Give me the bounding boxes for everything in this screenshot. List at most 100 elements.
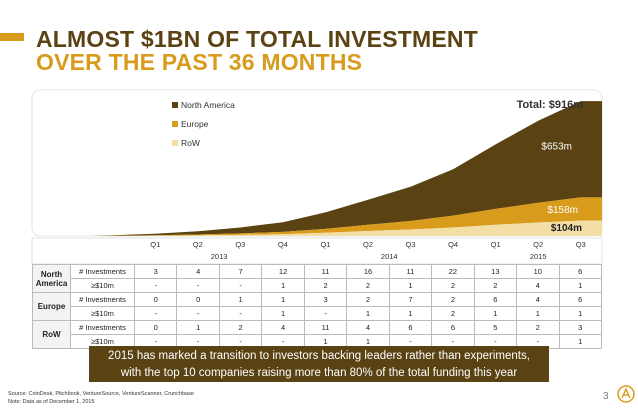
table-cell: 1 (473, 306, 518, 321)
page-number: 3 (603, 391, 609, 402)
region-label: North America (32, 264, 71, 293)
x-tick-label: Q3 (235, 240, 245, 249)
table-cell: - (176, 306, 220, 321)
europe-area (92, 197, 602, 236)
note-line: Note: Data as of December 1, 2015 (8, 399, 95, 405)
x-tick-label: Q1 (150, 240, 160, 249)
legend-label-europe: Europe (181, 119, 209, 129)
x-tick-label: Q1 (320, 240, 330, 249)
table-cell: - (218, 278, 263, 293)
x-tick-label: Q2 (533, 240, 543, 249)
banner-line-1: 2015 has marked a transition to investor… (108, 350, 530, 362)
table-row: RoW # Investments 0 1 2 4 11 4 6 6 5 2 3 (32, 320, 603, 349)
table-cell: 1 (558, 306, 603, 321)
metric-label: # Investments (70, 292, 135, 307)
table-cell: 0 (133, 320, 178, 335)
metric-label: ≥$10m (70, 278, 135, 293)
table-cell: 6 (558, 264, 603, 279)
x-tick-label: Q3 (576, 240, 586, 249)
table-cell: 4 (346, 320, 390, 335)
north-america-value-label: $653m (541, 141, 572, 152)
region-label: Europe (32, 292, 71, 321)
table-cell: 0 (176, 292, 220, 307)
table-cell: 6 (431, 320, 475, 335)
table-cell: 4 (516, 292, 560, 307)
legend-swatch-europe (172, 121, 178, 127)
table-cell: 7 (218, 264, 263, 279)
table-cell: 2 (431, 278, 475, 293)
year-group-label: 2013 (211, 252, 228, 261)
legend-swatch-north-america (172, 102, 178, 108)
table-cell: - (218, 306, 263, 321)
table-cell: 13 (473, 264, 518, 279)
table-cell: 11 (388, 264, 433, 279)
investment-table: North America # Investments 3 4 7 12 11 16 11 22 1… (32, 264, 603, 349)
table-cell: 1 (558, 334, 603, 349)
table-cell: 1 (346, 306, 390, 321)
banner-line-2: with the top 10 companies raising more t… (120, 367, 518, 379)
metric-label: # Investments (70, 320, 135, 335)
table-cell: 2 (431, 306, 475, 321)
table-cell: - (133, 278, 178, 293)
table-cell: 4 (261, 320, 305, 335)
year-group-label: 2015 (530, 252, 547, 261)
table-cell: 7 (388, 292, 433, 307)
table-cell: 2 (346, 292, 390, 307)
north-america-area (92, 101, 602, 236)
table-cell: 1 (388, 306, 433, 321)
metric-label: # Investments (70, 264, 135, 279)
table-cell: 1 (388, 278, 433, 293)
legend-label-row: RoW (181, 138, 200, 148)
page-title-line-1: ALMOST $1BN OF TOTAL INVESTMENT (36, 26, 478, 52)
table-cell: 1 (261, 278, 305, 293)
table-cell: 2 (218, 320, 263, 335)
table-row: North America # Investments 3 4 7 12 11 16 11 22 1… (32, 264, 603, 293)
x-tick-label: Q4 (448, 240, 458, 249)
table-cell: 3 (133, 264, 178, 279)
table-cell: 11 (303, 264, 348, 279)
table-cell: 4 (176, 264, 220, 279)
table-cell: 0 (133, 292, 178, 307)
metric-label: ≥$10m (70, 306, 135, 321)
table-cell: - (303, 306, 348, 321)
table-cell: 22 (431, 264, 475, 279)
table-cell: 10 (516, 264, 560, 279)
table-cell: 1 (176, 320, 220, 335)
table-row: ≥$10m - - -1-1 1 2 1 1 1 (33, 306, 603, 321)
legend-swatch-row (172, 140, 178, 146)
x-tick-label: Q4 (278, 240, 288, 249)
table-cell: 1 (261, 306, 305, 321)
legend-label-north-america: North America (181, 100, 235, 110)
row-value-label: $104m (551, 223, 582, 234)
axis-header-box (31, 237, 603, 265)
page-title-line-2: OVER THE PAST 36 MONTHS (36, 49, 363, 75)
table-cell: 3 (558, 320, 603, 335)
source-note: Source: CoinDesk, Pitchbook, VentureSour… (8, 390, 194, 406)
company-logo-icon (617, 385, 635, 403)
table-cell: 6 (473, 292, 518, 307)
table-cell: 1 (218, 292, 263, 307)
table-row: ≥$10m - - -1 2 2 1 2 2 4 1 (33, 278, 603, 293)
table-cell: 3 (303, 292, 348, 307)
x-tick-label: Q2 (363, 240, 373, 249)
table-cell: 2 (431, 292, 475, 307)
table-cell: 2 (516, 320, 560, 335)
table-cell: 1 (516, 306, 560, 321)
table-cell: 2 (473, 278, 518, 293)
year-group-label: 2014 (381, 252, 398, 261)
table-cell: 4 (516, 278, 560, 293)
table-row: Europe # Investments 0 0 1 1 3 2 7 2 6 4 6 (32, 292, 603, 321)
x-tick-label: Q3 (406, 240, 416, 249)
row-area (92, 220, 602, 236)
x-tick-label: Q2 (193, 240, 203, 249)
key-takeaway-banner: 2015 has marked a transition to investor… (89, 346, 549, 382)
table-cell: 16 (346, 264, 390, 279)
table-cell: 5 (473, 320, 518, 335)
table-cell: - (133, 306, 178, 321)
table-cell: 2 (303, 278, 348, 293)
table-cell: 6 (388, 320, 433, 335)
table-cell: 2 (346, 278, 390, 293)
total-annotation: Total: $916m (517, 99, 584, 111)
table-cell: 6 (558, 292, 603, 307)
